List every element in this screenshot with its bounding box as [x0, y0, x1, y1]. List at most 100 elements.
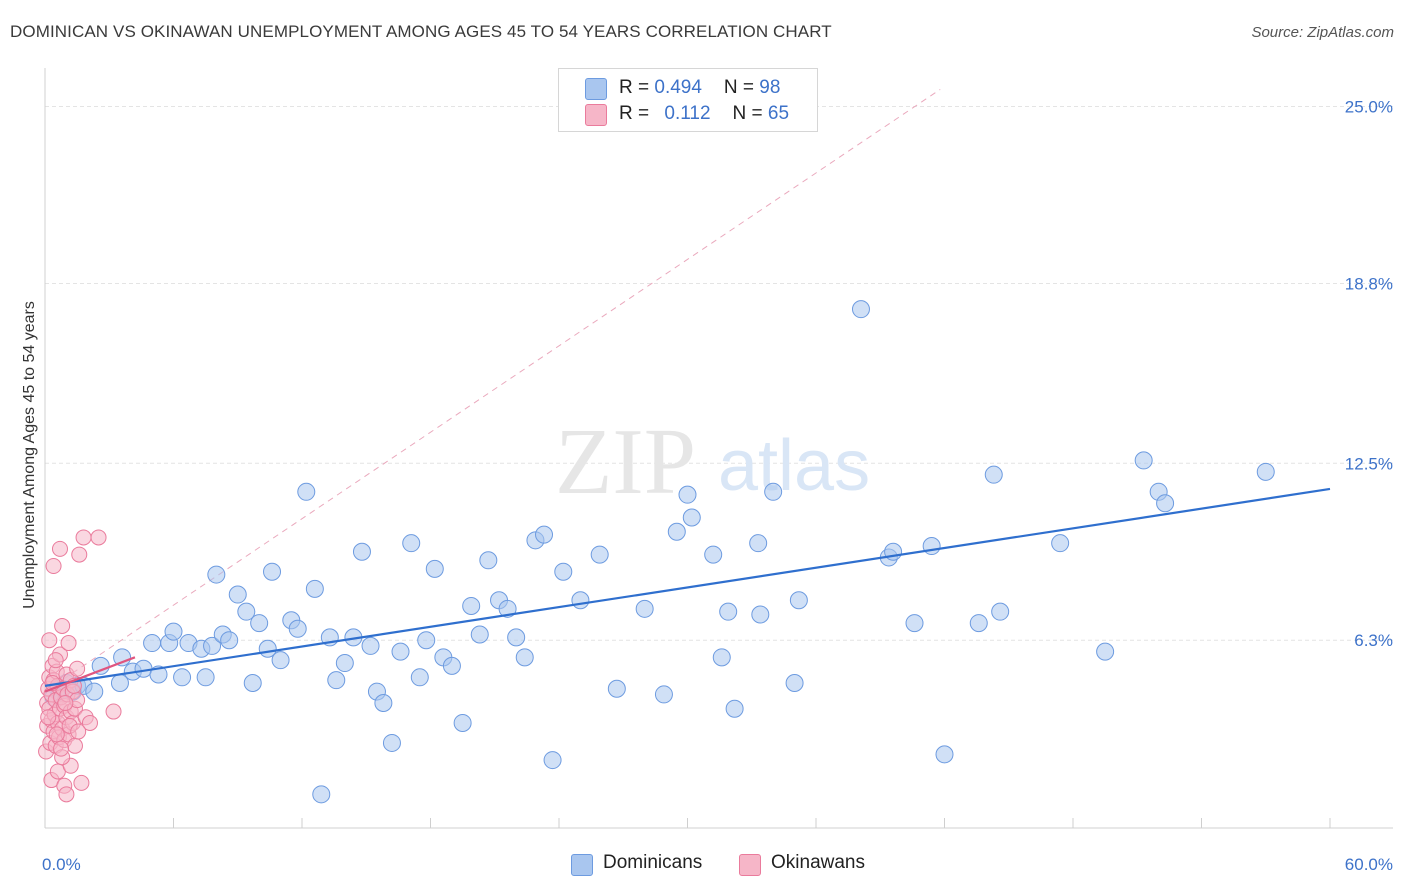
okinawan-point: [105, 703, 122, 720]
dominican-point: [543, 751, 562, 770]
dominican-point: [203, 636, 222, 655]
dominican-point: [207, 565, 226, 584]
dominican-point: [1134, 451, 1153, 470]
legend-r-label: R =: [619, 103, 655, 124]
dominican-point: [935, 745, 954, 764]
dominican-point: [327, 671, 346, 690]
dominican-point: [991, 602, 1010, 621]
dominican-point: [402, 534, 421, 553]
dominicans-points: [44, 300, 1275, 804]
dominican-point: [667, 522, 686, 541]
y-tick-label: 12.5%: [1345, 454, 1393, 473]
legend-n-value: 65: [767, 103, 790, 124]
dominican-point: [507, 628, 526, 647]
dominican-point: [1096, 642, 1115, 661]
dominican-point: [250, 614, 269, 633]
legend-swatch-pink: [585, 104, 607, 126]
dominican-point: [535, 525, 554, 544]
correlation-legend: R = 0.494 N = 98 R = 0.112 N = 65: [558, 68, 818, 132]
dominican-point: [361, 636, 380, 655]
dominican-point: [515, 648, 534, 667]
dominican-point: [288, 619, 307, 638]
dominican-point: [590, 545, 609, 564]
dominican-point: [425, 559, 444, 578]
dominican-point: [498, 599, 517, 618]
dominican-point: [470, 625, 489, 644]
dominican-point: [1051, 534, 1070, 553]
okinawan-point: [41, 632, 58, 649]
dominican-point: [749, 534, 768, 553]
dominican-point: [297, 482, 316, 501]
dominican-point: [751, 605, 770, 624]
dominican-point: [410, 668, 429, 687]
dominican-point: [682, 508, 701, 527]
okinawans-trend-line: [44, 656, 136, 693]
dominican-point: [243, 674, 262, 693]
watermark-atlas: atlas: [718, 426, 870, 506]
legend-n-label: N =: [732, 103, 768, 124]
dominican-point: [143, 634, 162, 653]
dominican-point: [984, 465, 1003, 484]
dominican-point: [417, 631, 436, 650]
dominican-point: [374, 693, 393, 712]
dominican-point: [969, 614, 988, 633]
dominican-point: [654, 685, 673, 704]
y-tick-label: 6.3%: [1354, 631, 1393, 650]
diagonal-reference-line: [44, 89, 941, 692]
watermark: ZIP atlas: [555, 410, 870, 514]
okinawan-point: [58, 786, 75, 803]
okinawan-point: [81, 714, 98, 731]
dominican-point: [453, 713, 472, 732]
okinawan-point: [47, 652, 64, 669]
okinawan-point: [70, 723, 87, 740]
diagonal-reference: [44, 89, 941, 692]
series-legend: Dominicans Okinawans: [0, 852, 1406, 876]
dominican-point: [305, 579, 324, 598]
dominican-point: [571, 591, 590, 610]
x-tick-label: 0.0%: [42, 855, 81, 874]
okinawan-point: [71, 546, 88, 563]
y-tick-label: 25.0%: [1345, 98, 1393, 117]
source-label[interactable]: Source: ZipAtlas.com: [1251, 24, 1394, 41]
dominican-point: [764, 482, 783, 501]
okinawan-point: [66, 737, 83, 754]
dominican-point: [271, 651, 290, 670]
dominican-point: [263, 562, 282, 581]
dominican-point: [725, 699, 744, 718]
dominican-point: [391, 642, 410, 661]
dominican-point: [905, 614, 924, 633]
okinawan-point: [40, 709, 57, 726]
okinawan-point: [69, 660, 86, 677]
dominican-point: [851, 300, 870, 319]
legend-n-label: N =: [723, 77, 760, 98]
okinawan-point: [73, 774, 90, 791]
okinawan-point: [60, 635, 77, 652]
dominican-point: [554, 562, 573, 581]
dominican-point: [312, 785, 331, 804]
okinawan-point: [48, 726, 65, 743]
dominican-point: [462, 596, 481, 615]
dominican-point: [91, 656, 110, 675]
y-tick-label: 18.8%: [1345, 274, 1393, 293]
dominican-point: [442, 656, 461, 675]
legend-r-label: R =: [619, 77, 655, 98]
dominican-point: [382, 733, 401, 752]
dominican-point: [164, 622, 183, 641]
dominican-point: [607, 679, 626, 698]
okinawan-point: [57, 694, 74, 711]
legend-n-value: 98: [759, 77, 781, 98]
legend-label-okinawans: Okinawans: [771, 852, 865, 873]
dominican-point: [335, 654, 354, 673]
legend-swatch-blue: [571, 854, 593, 876]
dominican-point: [479, 551, 498, 570]
dominican-point: [228, 585, 247, 604]
okinawan-point: [75, 529, 92, 546]
dominican-point: [704, 545, 723, 564]
dominican-point: [352, 542, 371, 561]
okinawan-point: [54, 617, 71, 634]
okinawan-point: [51, 540, 68, 557]
dominican-point: [635, 599, 654, 618]
dominican-point: [678, 485, 697, 504]
okinawan-point: [45, 558, 62, 575]
